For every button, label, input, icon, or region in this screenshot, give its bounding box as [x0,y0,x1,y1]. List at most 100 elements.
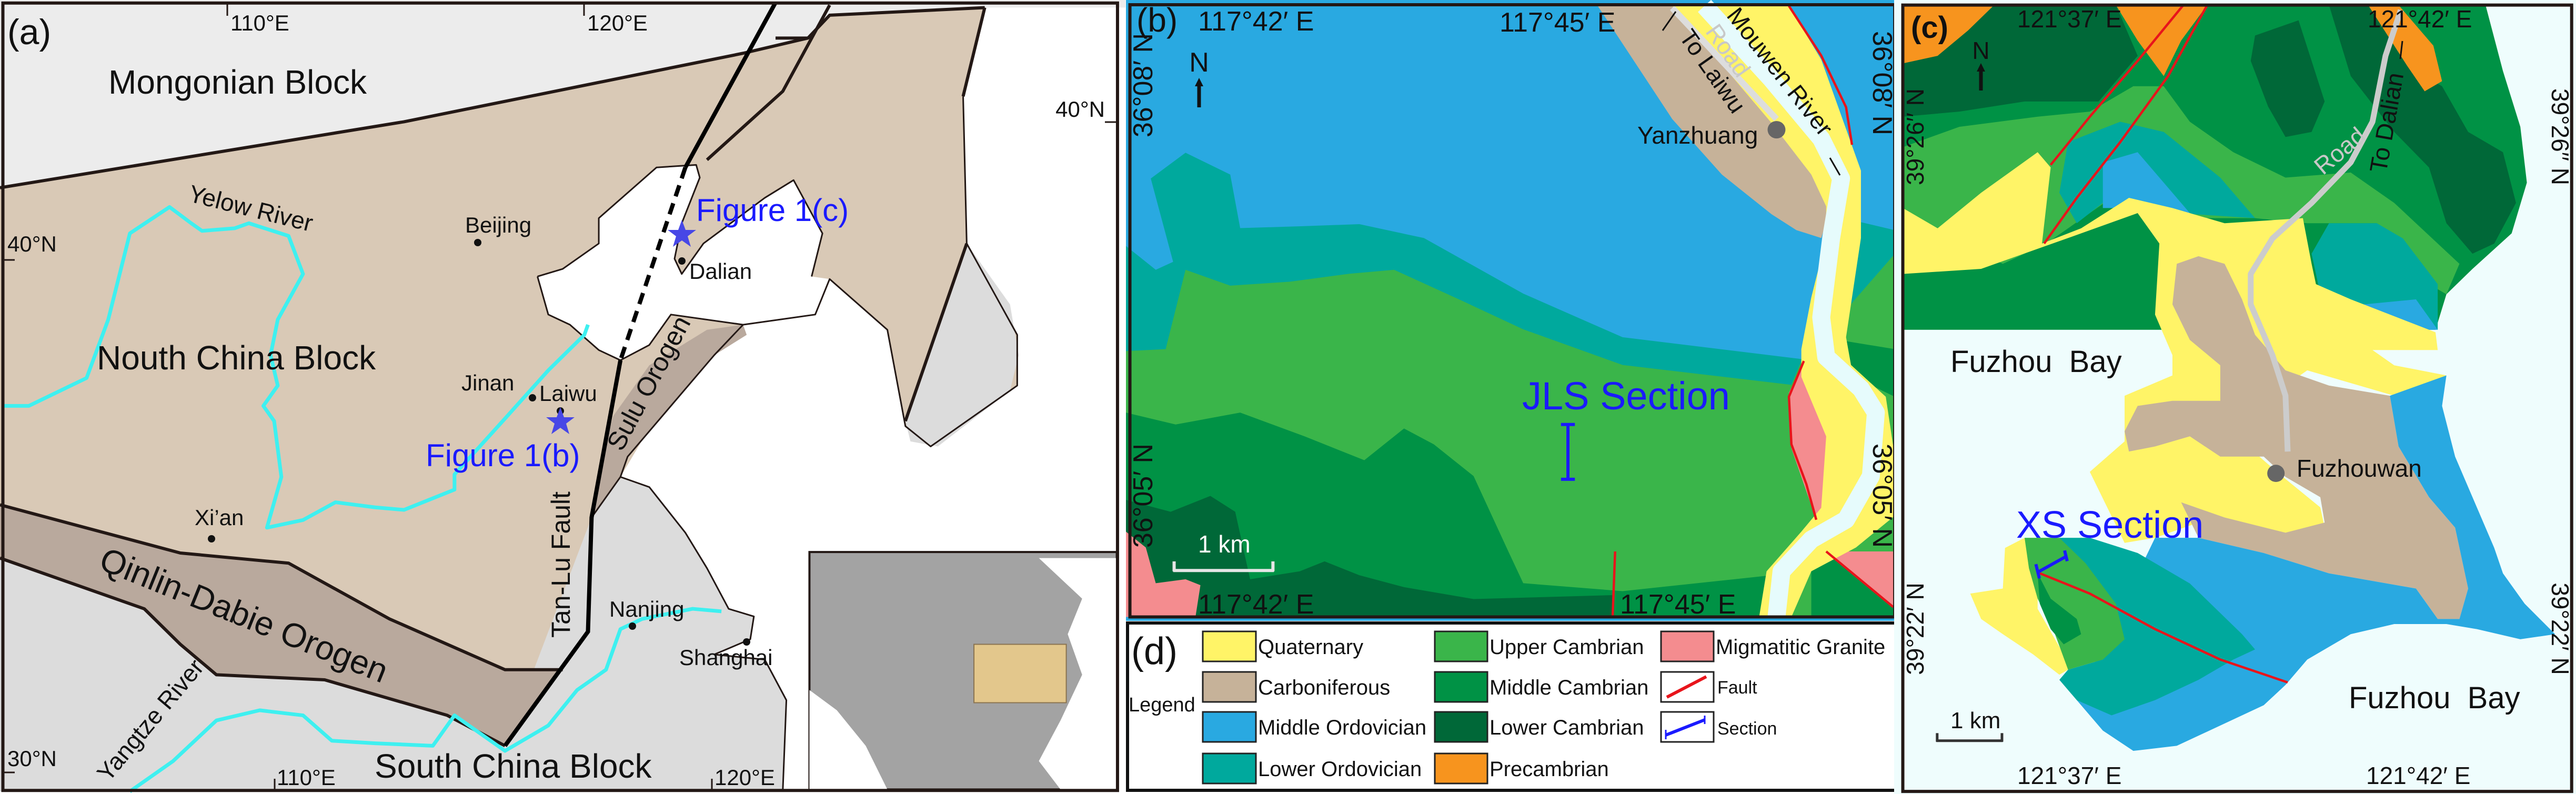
lat-tick-30-left: 30°N [7,746,57,771]
carboniferous-area [1597,6,1832,238]
north-arrow-icon [1977,63,1985,91]
fault-symbol-icon [1666,675,1707,699]
yellow-river-line [4,207,588,527]
panel-a-tectonic-map: (a) 110°E 120°E 40°N 40°N 30°N 110°E 120… [0,0,1131,794]
carboniferous-area [2125,256,2469,619]
lon-tick-120-bottom: 120°E [715,765,775,790]
lat-tick-36-05-left: 36°05′ N [1128,444,1159,548]
yanzhuang-label: Yanzhuang [1637,122,1758,149]
svg-text:Middle Cambrian: Middle Cambrian [1490,676,1648,699]
panel-c-label: (c) [1911,11,1948,45]
lower-cambrian-area [1126,496,1613,617]
north-label: N [1189,47,1209,78]
city-dot-xian [208,535,215,542]
section-symbol-icon [1665,718,1706,737]
arrow-river-flow-icon [1829,157,1841,176]
legend-item-middle-cambrian: Middle Cambrian [1434,671,1648,703]
scale-bar [1173,561,1274,571]
lat-tick-39-22-left: 39°22′ N [1901,582,1929,675]
svg-text:Lower Cambrian: Lower Cambrian [1490,716,1644,739]
quaternary-area [1903,152,2447,543]
lon-tick-121-37-bottom: 121°37′ E [2017,762,2121,789]
inset-locator-map [809,552,1116,789]
jls-section-label: JLS Section [1522,374,1730,418]
sulu-orogen-region [591,325,747,518]
svg-text:Migmatitic Granite: Migmatitic Granite [1716,636,1885,659]
mouwen-river-channel [1705,6,1876,617]
lon-tick-110-bottom: 110°E [277,765,336,790]
korea-region [905,243,1019,447]
south-china-block-label: South China Block [375,747,652,785]
city-dot-shanghai [743,638,750,646]
lon-tick-117-42-bottom: 117°42′ E [1198,589,1314,620]
city-label-xian: Xi’an [195,505,244,530]
legend-item-section: Section [1660,711,1777,743]
panel-d-legend: (d) Legend Quaternary Carboniferous Midd… [1126,621,1897,792]
svg-text:Upper Cambrian: Upper Cambrian [1490,636,1644,659]
lon-tick-117-45-bottom: 117°45′ E [1620,589,1736,620]
svg-text:Precambrian: Precambrian [1490,758,1609,781]
figure-1c-ref: Figure 1(c) [696,193,849,228]
lower-cambrian-area [1903,5,2138,117]
middle-cambrian-area [1126,413,1772,617]
city-label-shanghai: Shanghai [679,645,773,670]
legend-item-migmatitic-granite: Migmatitic Granite [1660,630,1885,662]
legend-item-middle-ordovician: Middle Ordovician [1202,711,1426,743]
lat-tick-40-left: 40°N [7,232,57,256]
svg-text:Fault: Fault [1717,678,1757,698]
fuzhouwan-label: Fuzhouwan [2297,455,2422,482]
svg-text:Carboniferous: Carboniferous [1258,676,1390,699]
legend-item-precambrian: Precambrian [1434,752,1609,785]
figure-1b-ref: Figure 1(b) [426,438,580,473]
legend-item-carboniferous: Carboniferous [1202,671,1390,703]
lat-tick-39-22-right: 39°22′ N [2547,582,2574,675]
yanzhuang-dot [1767,120,1786,139]
panel-c-xs-geologic-map: (c) 121°37′ E 121°42′ E 121°37′ E 121°42… [1894,0,2576,794]
svg-text:Middle Ordovician: Middle Ordovician [1258,716,1426,739]
fuzhou-bay-label-west: Fuzhou Bay [1950,345,2122,379]
arrow-to-dalian-icon [2399,41,2403,59]
city-label-laiwu: Laiwu [539,381,597,406]
lat-tick-36-08-right: 36°08′ N [1867,31,1897,135]
legend-item-lower-ordovician: Lower Ordovician [1202,752,1422,785]
migmatitic-granite-area [1126,531,1201,617]
tan-lu-fault-label: Tan-Lu Fault [546,491,576,638]
legend-item-lower-cambrian: Lower Cambrian [1434,711,1644,743]
precambrian-area [1903,5,1995,64]
road-line [2251,10,2401,451]
legend-item-quaternary: Quaternary [1202,630,1363,662]
jls-section-marker [1561,425,1575,479]
lat-tick-39-26-left: 39°26′′ N [1901,88,1929,185]
city-label-dalian: Dalian [689,259,752,284]
lon-tick-121-42-top: 121°42′ E [2368,5,2472,33]
panel-a-label: (a) [7,12,51,52]
north-china-block-label: Nouth China Block [97,339,376,377]
lat-tick-36-05-right: 36°05′ N [1867,444,1897,548]
scale-label: 1 km [1198,530,1251,558]
middle-ordovician-area [2102,152,2190,213]
xs-section-marker [2036,550,2067,578]
lat-tick-40-right: 40°N [1055,97,1105,122]
svg-text:Lower Ordovician: Lower Ordovician [1258,758,1422,781]
city-dot-dalian [678,257,686,265]
north-label: N [1972,37,1989,64]
lat-tick-39-26-right: 39°26′′ N [2547,88,2574,185]
north-arrow-icon [1195,78,1203,107]
city-dot-nanjing [629,622,636,630]
fuzhou-bay-label-south: Fuzhou Bay [2349,681,2520,715]
lon-tick-117-42-top: 117°42′ E [1198,6,1314,37]
fuzhouwan-dot [2267,465,2285,483]
lon-tick-120-top: 120°E [587,11,648,35]
study-area-box [974,645,1066,703]
lon-tick-121-42-bottom: 121°42′ E [2366,762,2470,789]
legend-title: Legend [1129,694,1195,716]
road-line [1672,8,1776,119]
city-dot-jinan [529,394,536,401]
lon-tick-117-45-top: 117°45′ E [1500,7,1615,38]
fault-line [1789,6,1852,145]
mongolian-block-label: Mongonian Block [108,63,367,101]
city-label-beijing: Beijing [465,213,531,237]
panel-b-label: (b) [1136,1,1178,39]
legend-item-fault: Fault [1660,671,1757,703]
star-icon [546,407,575,434]
